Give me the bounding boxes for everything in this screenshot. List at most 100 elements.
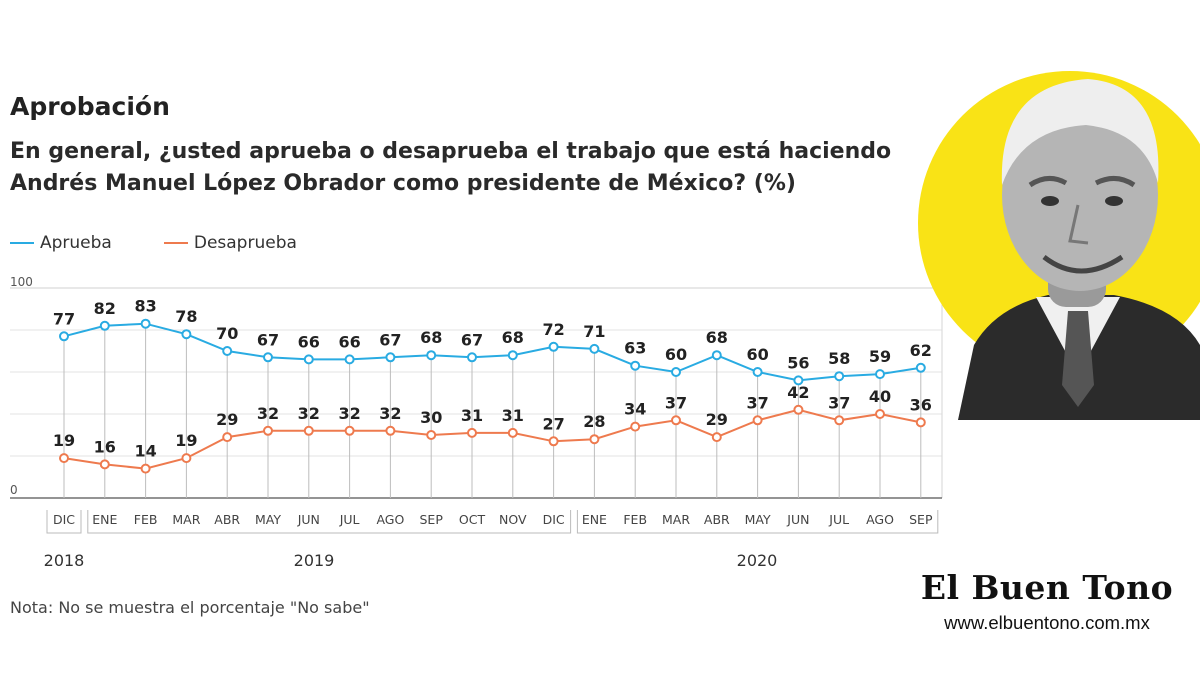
- x-tick-label: ENE: [92, 512, 117, 527]
- data-label: 82: [94, 299, 116, 318]
- data-point: [630, 421, 641, 432]
- data-point: [181, 453, 192, 464]
- data-label: 32: [338, 404, 360, 423]
- chart-legend: Aprueba Desaprueba: [10, 231, 349, 255]
- data-label: 68: [420, 328, 442, 347]
- data-point: [752, 367, 763, 377]
- data-point: [344, 354, 355, 365]
- data-label: 70: [216, 324, 238, 343]
- data-label: 78: [175, 307, 197, 326]
- data-label: 58: [828, 349, 850, 368]
- data-point: [507, 427, 518, 438]
- data-label: 27: [542, 414, 564, 433]
- data-point: [630, 360, 641, 371]
- data-label: 62: [910, 341, 932, 360]
- data-point: [671, 367, 681, 377]
- data-point: [467, 352, 477, 363]
- y-tick-label-100: 100: [10, 275, 33, 289]
- data-label: 29: [216, 410, 238, 429]
- x-tick-label: ABR: [704, 512, 730, 527]
- data-label: 36: [910, 395, 932, 414]
- data-label: 67: [257, 330, 279, 349]
- x-tick-label: MAR: [172, 512, 200, 527]
- data-point: [711, 350, 722, 361]
- x-tick-label: ENE: [582, 512, 607, 527]
- data-label: 32: [257, 404, 279, 423]
- data-label: 60: [746, 345, 768, 364]
- x-tick-label: DIC: [543, 512, 565, 527]
- x-tick-label: AGO: [376, 512, 404, 527]
- data-point: [303, 425, 314, 436]
- chart-note: Nota: No se muestra el porcentaje "No sa…: [10, 598, 370, 617]
- x-tick-label: MAR: [662, 512, 690, 527]
- legend-item-aprueba: Aprueba: [10, 233, 112, 253]
- data-label: 16: [94, 437, 116, 456]
- data-point: [834, 371, 845, 382]
- series-line-desaprueba: [63, 408, 922, 470]
- data-label: 71: [583, 322, 605, 341]
- data-label: 77: [53, 309, 75, 328]
- data-label: 60: [665, 345, 687, 364]
- data-point: [467, 427, 477, 438]
- data-point: [263, 352, 273, 363]
- x-tick-label: ABR: [214, 512, 240, 527]
- data-label: 31: [461, 406, 483, 425]
- brand-url: www.elbuentono.com.mx: [944, 612, 1150, 633]
- data-label: 37: [828, 393, 850, 412]
- approval-line-chart: 100 0 DIC ENE FEB MAR ABR MAY JUN JUL AGO SEP OCT NOV…: [10, 275, 943, 570]
- data-label: 56: [787, 353, 809, 372]
- data-point: [834, 415, 845, 426]
- data-point: [99, 459, 110, 470]
- data-point: [548, 341, 559, 352]
- data-point: [303, 354, 314, 365]
- x-tick-label: JUL: [828, 512, 849, 527]
- data-label: 72: [542, 320, 564, 339]
- x-tick-label: NOV: [499, 512, 527, 527]
- data-point: [181, 329, 192, 340]
- data-point: [671, 415, 681, 426]
- data-point: [344, 425, 355, 436]
- face-shape: [1002, 99, 1158, 291]
- brand-logo: El Buen Tono: [920, 568, 1174, 607]
- data-label: 37: [746, 393, 768, 412]
- data-point: [59, 453, 69, 464]
- data-point: [140, 463, 151, 474]
- x-tick-label: JUN: [297, 512, 320, 527]
- data-label: 63: [624, 339, 646, 358]
- data-point: [426, 350, 437, 361]
- legend-label-desaprueba: Desaprueba: [193, 233, 297, 253]
- data-point: [140, 318, 151, 329]
- data-label: 28: [583, 412, 605, 431]
- year-bracket: [46, 510, 82, 534]
- data-label: 37: [665, 393, 687, 412]
- data-label: 68: [706, 328, 728, 347]
- legend-swatch-aprueba: [10, 242, 34, 244]
- data-point: [222, 346, 233, 356]
- year-label: 2020: [737, 551, 778, 570]
- data-point: [385, 425, 396, 436]
- data-point: [548, 436, 559, 447]
- legend-label-aprueba: Aprueba: [40, 233, 112, 253]
- chart-title: Aprobación: [10, 92, 170, 121]
- x-tick-label: FEB: [623, 512, 647, 527]
- year-bracket: [576, 510, 939, 534]
- data-point: [752, 415, 763, 426]
- chart-subtitle: En general, ¿usted aprueba o desaprueba …: [10, 139, 892, 196]
- data-label: 42: [787, 383, 809, 402]
- y-tick-label-0: 0: [10, 483, 18, 497]
- year-bracket: [87, 510, 572, 534]
- data-point: [589, 434, 600, 445]
- data-label: 83: [134, 297, 156, 316]
- data-label: 32: [379, 404, 401, 423]
- data-label: 66: [298, 332, 320, 351]
- data-label: 19: [53, 431, 75, 450]
- data-point: [385, 352, 396, 363]
- data-label: 19: [175, 431, 197, 450]
- data-label: 67: [461, 330, 483, 349]
- data-point: [793, 404, 804, 415]
- legend-swatch-desaprueba: [163, 242, 188, 244]
- year-label: 2018: [44, 551, 85, 570]
- x-tick-label: FEB: [134, 512, 158, 527]
- data-label: 59: [869, 347, 891, 366]
- data-label: 30: [420, 408, 442, 427]
